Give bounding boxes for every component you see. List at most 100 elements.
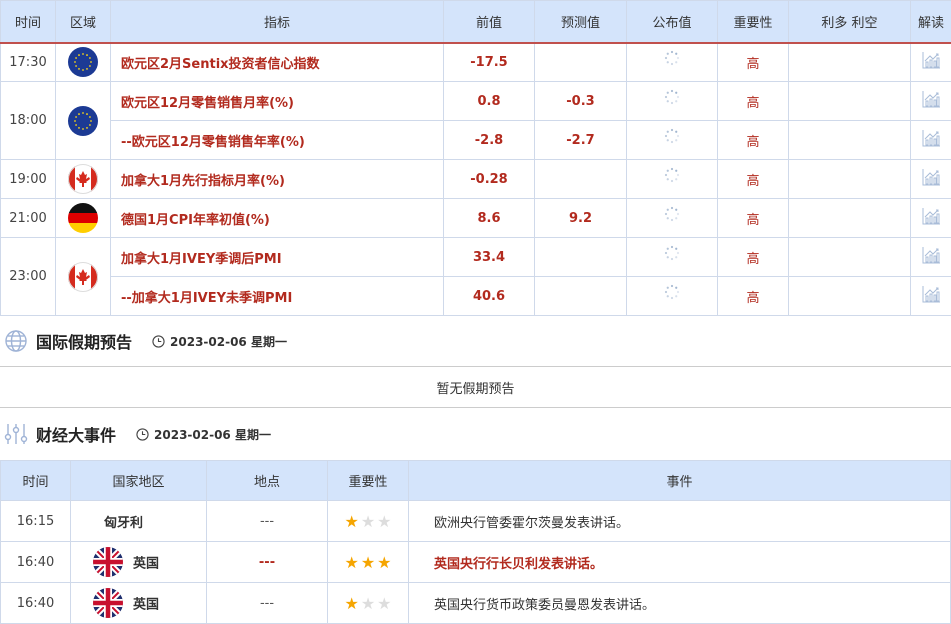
- country-cell: 匈牙利: [71, 501, 207, 542]
- event-description: 欧洲央行管委霍尔茨曼发表讲话。: [409, 501, 951, 542]
- column-header: 重要性: [328, 461, 409, 501]
- importance-value: 高: [718, 121, 789, 160]
- forecast-value: -0.3: [535, 82, 627, 121]
- importance-value: 高: [718, 82, 789, 121]
- loading-spinner-icon: [664, 50, 680, 66]
- sliders-icon: [4, 422, 28, 446]
- column-header: 国家地区: [71, 461, 207, 501]
- star-icon: ★: [377, 553, 391, 572]
- star-icon: ★: [344, 594, 358, 613]
- bull-bear-cell: [789, 82, 911, 121]
- importance-stars: ★★★: [328, 583, 409, 624]
- holiday-title: 国际假期预告: [36, 329, 132, 353]
- chart-analysis-icon[interactable]: [921, 50, 941, 70]
- forecast-value: 9.2: [535, 199, 627, 238]
- bull-bear-cell: [789, 160, 911, 199]
- time-cell: 16:40: [1, 583, 71, 624]
- actual-value-cell: [627, 160, 718, 199]
- indicator-link[interactable]: 加拿大1月IVEY季调后PMI: [111, 238, 444, 277]
- country-cell: 英国: [71, 542, 207, 583]
- de-flag-icon: [68, 203, 98, 233]
- time-cell: 16:40: [1, 542, 71, 583]
- analysis-cell[interactable]: [911, 82, 951, 121]
- clock-icon: [136, 428, 149, 441]
- chart-analysis-icon[interactable]: [921, 206, 941, 226]
- column-header: 事件: [409, 461, 951, 501]
- importance-value: 高: [718, 238, 789, 277]
- indicator-link[interactable]: --欧元区12月零售销售年率(%): [111, 121, 444, 160]
- indicator-link[interactable]: 德国1月CPI年率初值(%): [111, 199, 444, 238]
- star-icon: ★: [377, 512, 391, 531]
- holiday-date: 2023-02-06 星期一: [152, 333, 287, 350]
- actual-value-cell: [627, 121, 718, 160]
- loading-spinner-icon: [664, 167, 680, 183]
- column-header: 区域: [56, 1, 111, 43]
- indicator-link[interactable]: 欧元区12月零售销售月率(%): [111, 82, 444, 121]
- chart-analysis-icon[interactable]: [921, 245, 941, 265]
- holiday-date-text: 2023-02-06 星期一: [170, 333, 287, 350]
- country-name: 匈牙利: [104, 516, 143, 531]
- column-header: 前值: [444, 1, 535, 43]
- region-cell: [56, 82, 111, 160]
- region-cell: [56, 43, 111, 82]
- importance-value: 高: [718, 277, 789, 316]
- chart-analysis-icon[interactable]: [921, 284, 941, 304]
- eu-flag-icon: [68, 106, 98, 136]
- column-header: 指标: [111, 1, 444, 43]
- chart-analysis-icon[interactable]: [921, 89, 941, 109]
- star-icon: ★: [361, 553, 375, 572]
- time-cell: 17:30: [1, 43, 56, 82]
- gb-flag-icon: [93, 547, 123, 577]
- bull-bear-cell: [789, 121, 911, 160]
- time-cell: 21:00: [1, 199, 56, 238]
- indicator-link[interactable]: --加拿大1月IVEY未季调PMI: [111, 277, 444, 316]
- analysis-cell[interactable]: [911, 43, 951, 82]
- events-date-text: 2023-02-06 星期一: [154, 426, 271, 443]
- column-header: 时间: [1, 1, 56, 43]
- ca-flag-icon: [68, 262, 98, 292]
- analysis-cell[interactable]: [911, 199, 951, 238]
- bull-bear-cell: [789, 43, 911, 82]
- loading-spinner-icon: [664, 206, 680, 222]
- importance-value: 高: [718, 160, 789, 199]
- chart-analysis-icon[interactable]: [921, 167, 941, 187]
- actual-value-cell: [627, 277, 718, 316]
- time-cell: 18:00: [1, 82, 56, 160]
- column-header: 地点: [207, 461, 328, 501]
- analysis-cell[interactable]: [911, 121, 951, 160]
- indicator-link[interactable]: 欧元区2月Sentix投资者信心指数: [111, 43, 444, 82]
- importance-value: 高: [718, 43, 789, 82]
- star-icon: ★: [361, 512, 375, 531]
- place-cell: ---: [207, 501, 328, 542]
- actual-value-cell: [627, 199, 718, 238]
- region-cell: [56, 238, 111, 316]
- star-icon: ★: [344, 553, 358, 572]
- previous-value: 0.8: [444, 82, 535, 121]
- analysis-cell[interactable]: [911, 160, 951, 199]
- chart-analysis-icon[interactable]: [921, 128, 941, 148]
- forecast-value: [535, 238, 627, 277]
- forecast-value: [535, 277, 627, 316]
- star-icon: ★: [344, 512, 358, 531]
- loading-spinner-icon: [664, 245, 680, 261]
- previous-value: 8.6: [444, 199, 535, 238]
- country-name: 英国: [133, 598, 159, 613]
- column-header: 利多 利空: [789, 1, 911, 43]
- eu-flag-icon: [68, 47, 98, 77]
- importance-value: 高: [718, 199, 789, 238]
- indicator-link[interactable]: 加拿大1月先行指标月率(%): [111, 160, 444, 199]
- importance-stars: ★★★: [328, 542, 409, 583]
- bull-bear-cell: [789, 238, 911, 277]
- column-header: 预测值: [535, 1, 627, 43]
- analysis-cell[interactable]: [911, 277, 951, 316]
- analysis-cell[interactable]: [911, 238, 951, 277]
- star-icon: ★: [361, 594, 375, 613]
